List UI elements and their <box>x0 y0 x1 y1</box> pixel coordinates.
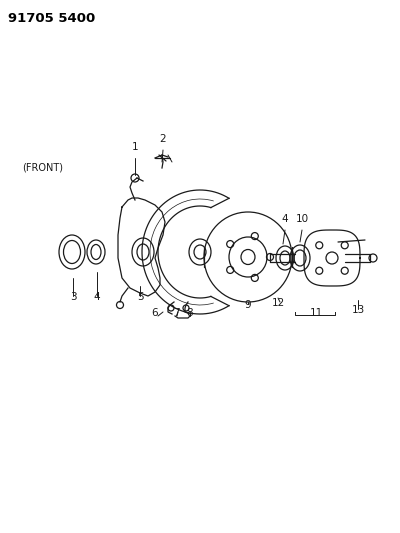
Text: 10: 10 <box>296 214 308 224</box>
Text: 8: 8 <box>187 308 193 318</box>
Text: 2: 2 <box>160 134 166 144</box>
Text: 4: 4 <box>282 214 288 224</box>
Text: 1: 1 <box>132 142 138 152</box>
Text: 13: 13 <box>351 305 365 315</box>
Text: (FRONT): (FRONT) <box>22 163 63 173</box>
Text: 91705 5400: 91705 5400 <box>8 12 95 25</box>
Text: 5: 5 <box>137 292 143 302</box>
Text: 11: 11 <box>309 308 323 318</box>
Text: 4: 4 <box>94 292 100 302</box>
Text: 7: 7 <box>173 308 179 318</box>
Text: 9: 9 <box>245 300 251 310</box>
Text: 6: 6 <box>152 308 158 318</box>
Text: 3: 3 <box>70 292 76 302</box>
Text: 12: 12 <box>271 298 285 308</box>
